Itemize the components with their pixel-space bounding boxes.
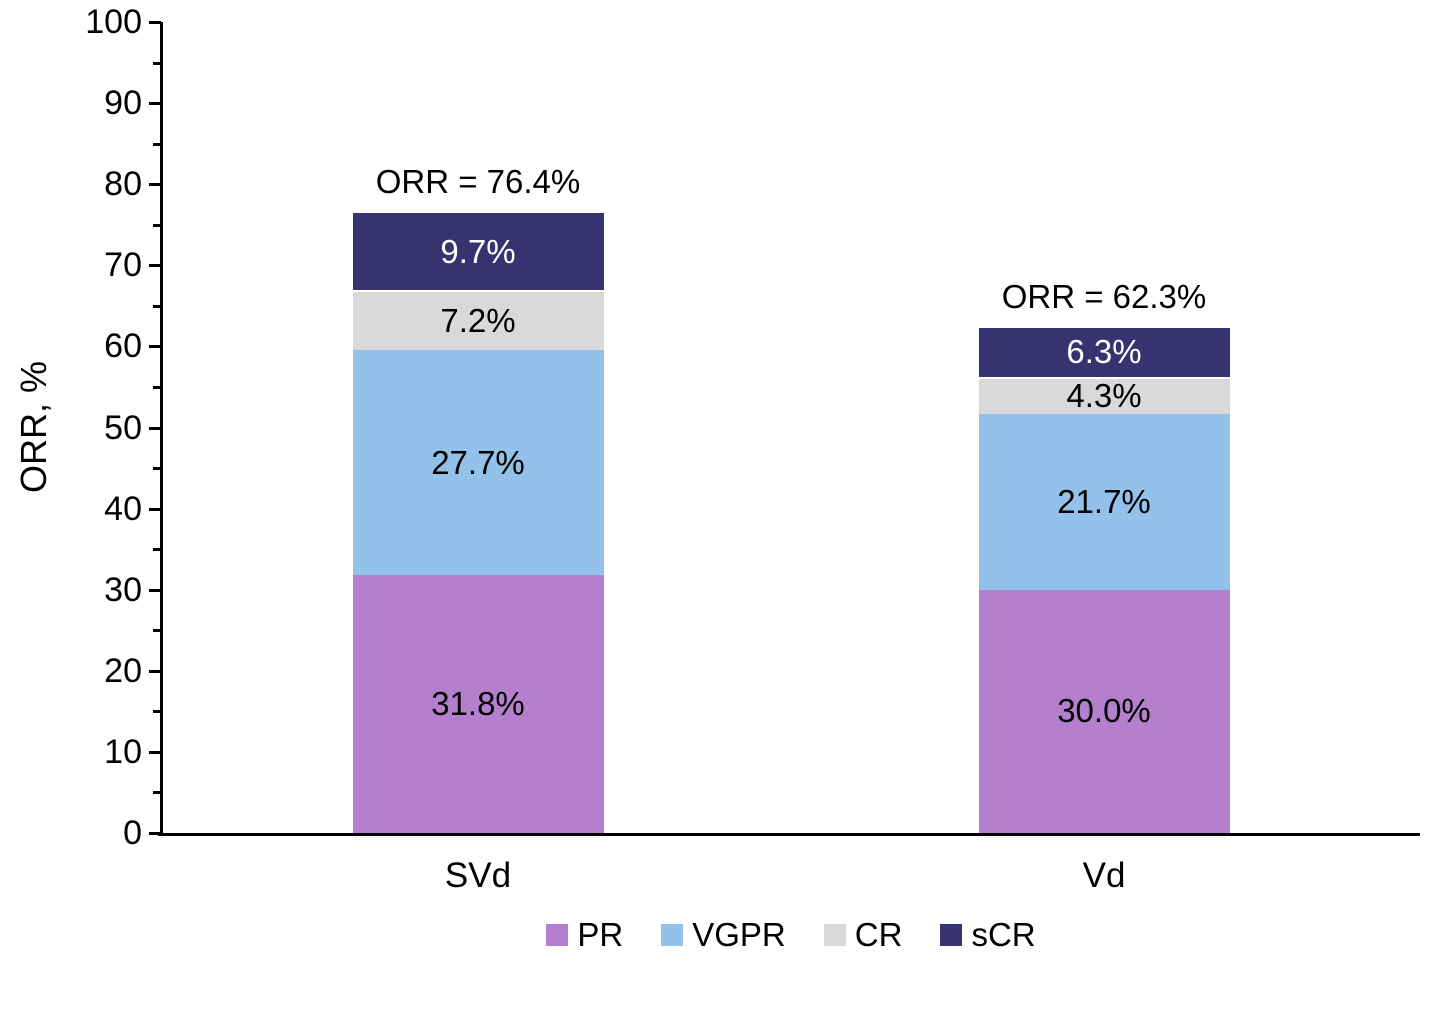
y-major-tick	[149, 750, 161, 754]
legend-label: PR	[577, 916, 624, 953]
y-major-tick	[149, 426, 161, 430]
bar-segment-pr-vd: 30.0%	[978, 589, 1230, 833]
y-tick-label: 20	[104, 651, 142, 690]
y-tick-label: 50	[104, 408, 142, 447]
segment-value-label: 21.7%	[1057, 482, 1151, 520]
y-minor-tick	[153, 385, 161, 389]
y-tick-label: 40	[104, 489, 142, 528]
y-major-tick	[149, 507, 161, 511]
bar-segment-vgpr-vd: 21.7%	[978, 413, 1230, 590]
y-major-tick	[149, 588, 161, 592]
y-major-tick	[149, 21, 161, 24]
y-tick-label: 30	[104, 570, 142, 609]
y-major-tick	[149, 102, 161, 106]
y-tick-label: 60	[104, 327, 142, 366]
y-tick-label: 100	[85, 3, 142, 41]
y-axis-line	[160, 22, 163, 836]
bar-segment-vgpr-svd: 27.7%	[352, 350, 604, 576]
y-minor-tick	[153, 223, 161, 227]
y-minor-tick	[153, 142, 161, 146]
y-major-tick	[149, 345, 161, 349]
legend-label: VGPR	[692, 916, 786, 953]
bar-segment-scr-vd: 6.3%	[978, 327, 1230, 379]
segment-value-label: 27.7%	[431, 443, 525, 481]
x-category-label-vd: Vd	[1082, 856, 1126, 895]
y-tick-label: 90	[104, 84, 142, 123]
y-minor-tick	[153, 710, 161, 714]
y-minor-tick	[153, 629, 161, 633]
bar-segment-cr-vd: 4.3%	[978, 377, 1230, 415]
y-minor-tick	[153, 61, 161, 65]
legend-label: sCR	[971, 916, 1036, 953]
segment-value-label: 6.3%	[1066, 333, 1142, 371]
y-minor-tick	[153, 467, 161, 471]
x-category-label-svd: SVd	[444, 856, 512, 895]
legend-swatch-pr	[546, 924, 569, 946]
legend-swatch-cr	[823, 924, 846, 946]
y-minor-tick	[153, 304, 161, 308]
y-tick-label: 80	[104, 165, 142, 204]
y-major-tick	[149, 183, 161, 187]
y-major-tick	[149, 669, 161, 673]
legend: PR VGPR CR sCR	[160, 916, 1422, 954]
bar-segment-scr-svd: 9.7%	[352, 213, 604, 293]
y-tick-label: 10	[104, 732, 142, 771]
orr-total-label: ORR = 76.4%	[375, 163, 581, 201]
legend-item-cr: CR	[823, 916, 903, 954]
legend-label: CR	[854, 916, 903, 953]
x-axis-line	[158, 833, 1420, 836]
bar-segment-pr-svd: 31.8%	[352, 575, 604, 833]
legend-item-scr: sCR	[940, 916, 1036, 954]
y-major-tick	[149, 832, 161, 835]
y-tick-label: 0	[123, 814, 142, 852]
segment-value-label: 30.0%	[1057, 692, 1151, 730]
segment-value-label: 7.2%	[440, 302, 516, 340]
y-minor-tick	[153, 791, 161, 795]
legend-item-vgpr: VGPR	[661, 916, 786, 954]
segment-value-label: 4.3%	[1066, 377, 1142, 415]
y-major-tick	[149, 264, 161, 268]
bar-segment-cr-svd: 7.2%	[352, 292, 604, 351]
segment-value-label: 31.8%	[431, 685, 525, 723]
segment-value-label: 9.7%	[440, 232, 516, 270]
y-minor-tick	[153, 548, 161, 552]
y-tick-label: 70	[104, 246, 142, 285]
legend-item-pr: PR	[546, 916, 623, 954]
legend-swatch-scr	[940, 924, 963, 946]
y-axis-title: ORR, %	[13, 360, 54, 494]
orr-total-label: ORR = 62.3%	[1001, 277, 1207, 315]
legend-swatch-vgpr	[661, 924, 684, 946]
